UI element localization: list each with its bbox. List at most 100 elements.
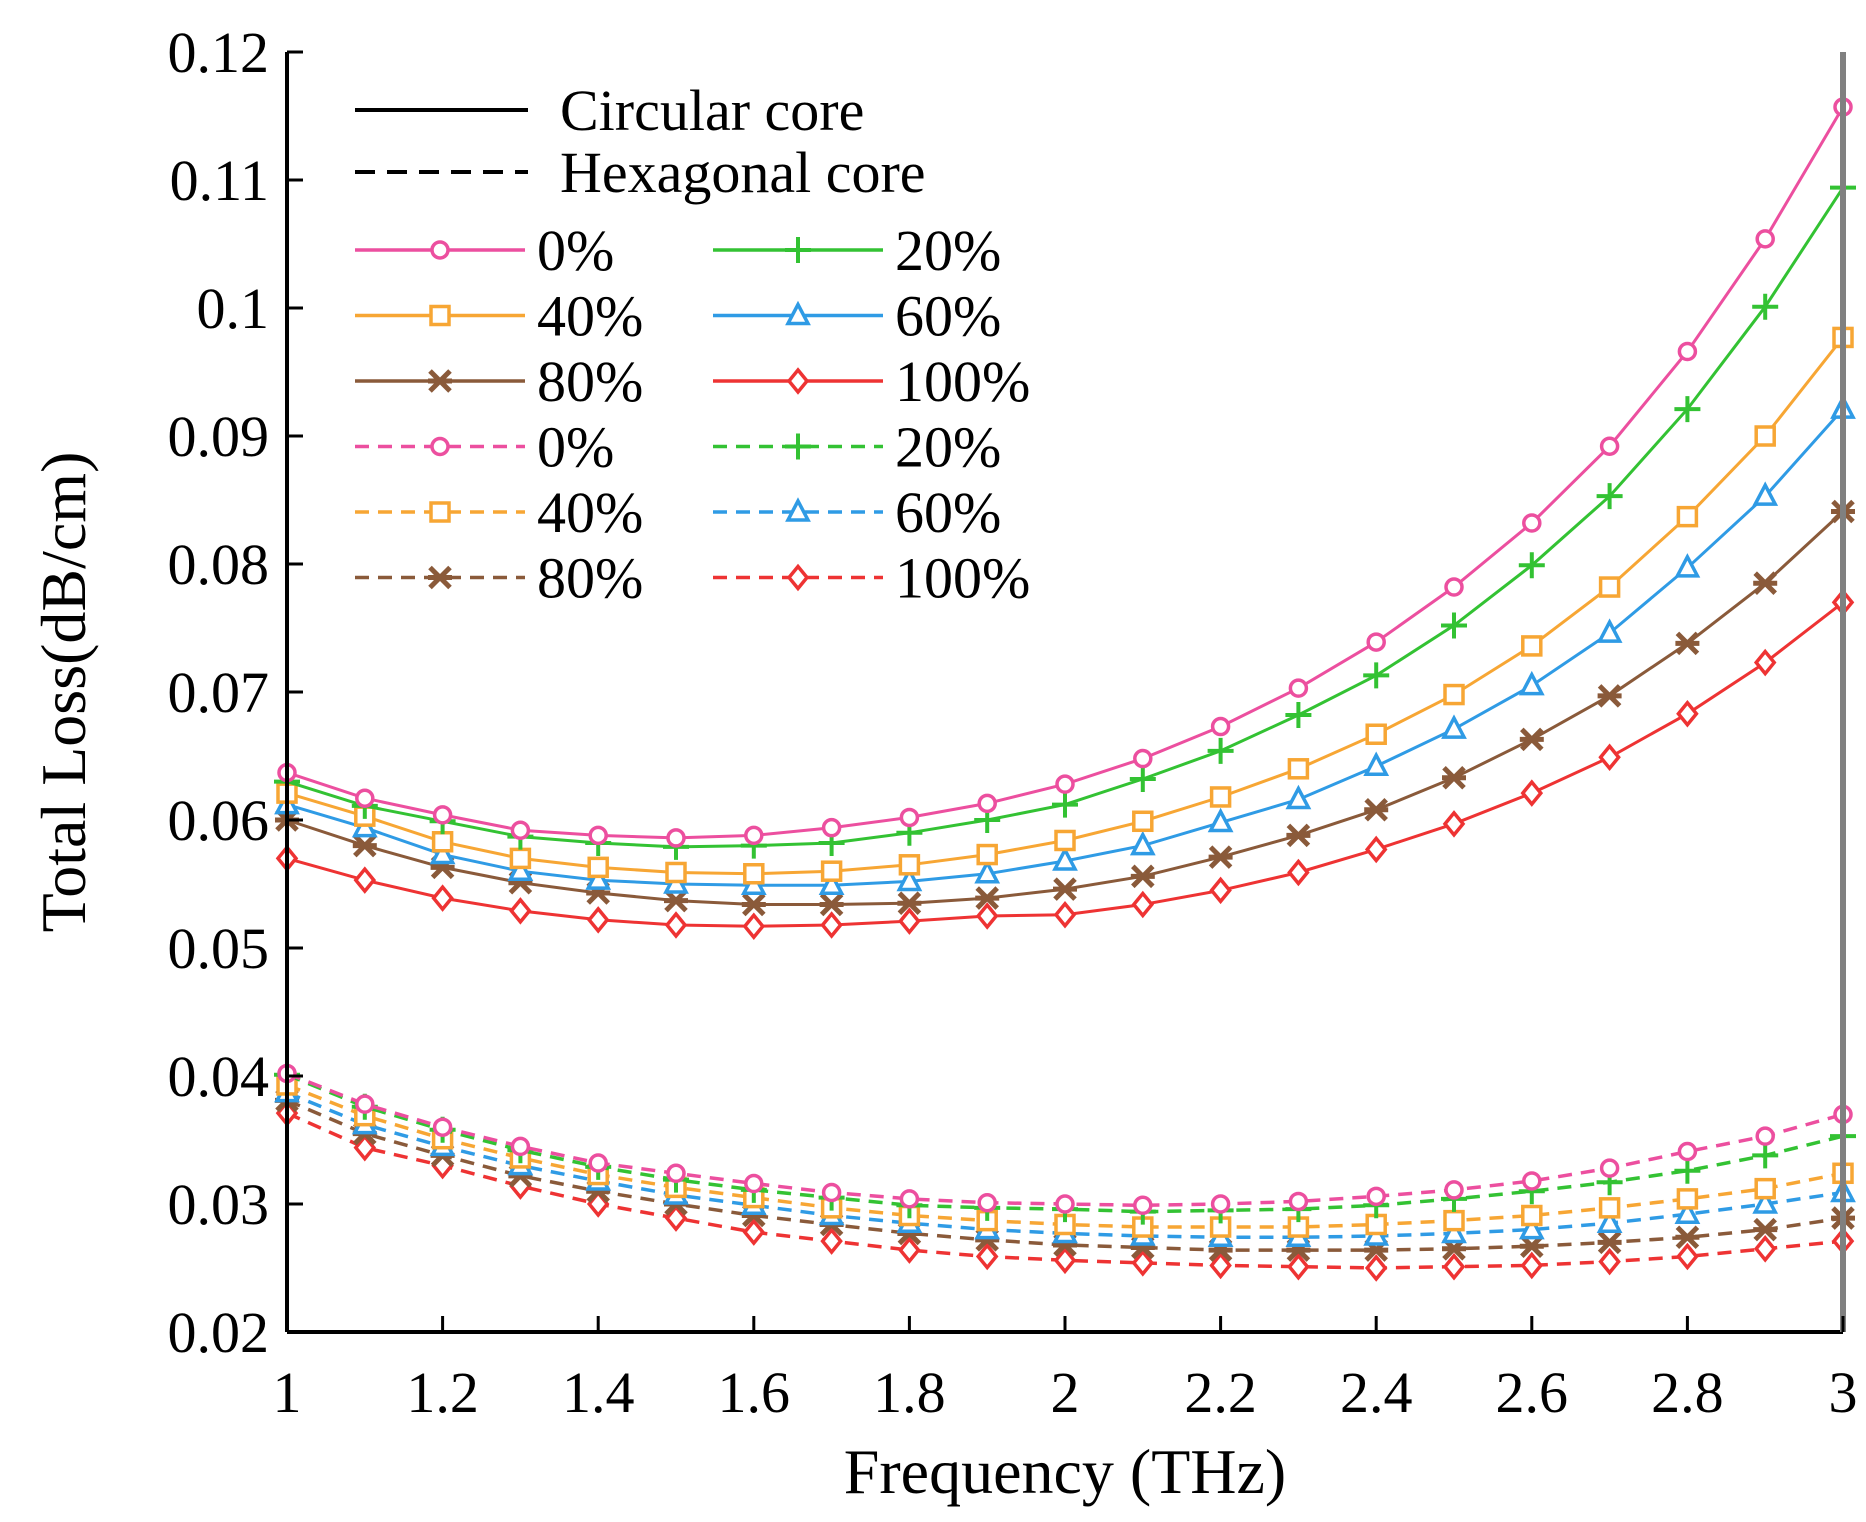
data-point bbox=[1521, 1204, 1543, 1227]
data-point bbox=[1522, 513, 1542, 533]
data-point bbox=[355, 788, 375, 808]
data-point bbox=[744, 825, 764, 846]
data-point bbox=[1207, 807, 1234, 833]
data-point bbox=[1363, 751, 1390, 776]
data-point bbox=[1674, 1157, 1701, 1184]
data-point bbox=[898, 1236, 921, 1264]
data-point bbox=[353, 866, 377, 894]
legend-entry: 0% bbox=[355, 415, 614, 480]
data-point bbox=[1752, 1142, 1779, 1169]
data-point bbox=[899, 1189, 920, 1209]
data-point bbox=[1285, 702, 1312, 729]
legend-entry: 40% bbox=[355, 480, 643, 545]
legend-entry: 80% bbox=[355, 546, 643, 611]
legend-entry: 60% bbox=[713, 284, 1001, 349]
series-hexagonal-100pct bbox=[275, 1099, 1855, 1282]
data-point bbox=[664, 911, 688, 939]
data-point bbox=[1364, 835, 1388, 864]
y-tick-label: 0.1 bbox=[197, 276, 270, 341]
data-point bbox=[588, 825, 608, 846]
data-point bbox=[1521, 635, 1543, 657]
data-point bbox=[743, 863, 765, 885]
data-point bbox=[1287, 758, 1310, 780]
data-point bbox=[510, 820, 531, 840]
legend-entry: 0% bbox=[355, 218, 614, 283]
data-point bbox=[1676, 505, 1699, 528]
data-point bbox=[1366, 632, 1386, 652]
data-point bbox=[821, 1182, 842, 1203]
legend-marker bbox=[785, 433, 811, 460]
data-point bbox=[1675, 1225, 1700, 1250]
data-point bbox=[1287, 858, 1310, 887]
data-point bbox=[1364, 1254, 1388, 1282]
y-tick-label: 0.11 bbox=[170, 148, 269, 213]
legend-label: 80% bbox=[537, 546, 643, 611]
series-circular-60pct bbox=[274, 394, 1856, 896]
data-point bbox=[1596, 618, 1623, 643]
data-point bbox=[1441, 1218, 1467, 1244]
x-tick-label: 1.6 bbox=[718, 1360, 791, 1425]
data-point bbox=[975, 1242, 999, 1271]
data-point bbox=[820, 1227, 843, 1255]
y-tick-label: 0.05 bbox=[168, 916, 270, 981]
data-point bbox=[1441, 714, 1467, 739]
data-point bbox=[898, 907, 921, 935]
legend-label: 0% bbox=[537, 218, 614, 283]
data-point bbox=[1055, 1194, 1075, 1214]
data-point bbox=[1130, 864, 1155, 889]
x-tick-label: 3 bbox=[1829, 1360, 1858, 1425]
data-point bbox=[977, 1192, 997, 1213]
data-point bbox=[1522, 1171, 1542, 1191]
x-tick-label: 2.6 bbox=[1496, 1360, 1569, 1425]
legend-marker bbox=[430, 436, 450, 457]
data-point bbox=[1676, 699, 1699, 728]
data-point bbox=[1753, 1235, 1777, 1263]
data-point bbox=[1520, 1251, 1544, 1280]
series-line bbox=[286, 106, 1845, 840]
x-tick-label: 2 bbox=[1051, 1360, 1080, 1425]
data-point bbox=[586, 906, 610, 934]
data-point bbox=[1131, 1249, 1155, 1277]
legend-marker bbox=[429, 501, 451, 523]
legend-marker bbox=[430, 240, 450, 260]
data-point bbox=[353, 1133, 377, 1162]
data-point bbox=[1287, 1252, 1310, 1281]
x-tick-label: 1.8 bbox=[873, 1360, 946, 1425]
data-point bbox=[509, 897, 532, 925]
legend-label: 20% bbox=[895, 415, 1001, 480]
data-point bbox=[1209, 1251, 1232, 1280]
data-point bbox=[975, 902, 999, 930]
data-point bbox=[1208, 845, 1233, 869]
data-point bbox=[429, 839, 456, 865]
data-point bbox=[821, 817, 842, 838]
data-point bbox=[1519, 727, 1544, 752]
data-point bbox=[1519, 1234, 1544, 1259]
data-point bbox=[1441, 612, 1467, 639]
data-point bbox=[976, 843, 998, 866]
data-point bbox=[1753, 1217, 1778, 1242]
data-point bbox=[432, 1117, 453, 1137]
tick-layer: 0.02 0.03 0.04 0.05 0.06 0.07 0.08 0.09 0.1 0.11 0… bbox=[168, 20, 1858, 1425]
data-point bbox=[666, 1163, 686, 1184]
data-point bbox=[1364, 797, 1389, 822]
series-circular-0pct bbox=[277, 97, 1853, 848]
data-point bbox=[1209, 786, 1232, 808]
legend-style-label: Hexagonal core bbox=[560, 140, 926, 205]
data-point bbox=[1366, 1186, 1386, 1207]
legend-marker bbox=[785, 237, 811, 263]
data-point bbox=[1598, 743, 1621, 772]
data-point bbox=[1131, 890, 1155, 919]
data-point bbox=[1288, 1191, 1309, 1212]
legend-marker bbox=[429, 304, 451, 327]
data-point bbox=[818, 870, 845, 896]
data-point bbox=[1132, 810, 1154, 833]
data-point bbox=[1597, 1230, 1622, 1255]
data-point bbox=[1210, 716, 1231, 737]
legend-entry: 20% bbox=[713, 415, 1001, 480]
data-point bbox=[974, 859, 1001, 884]
data-point bbox=[1133, 1195, 1153, 1216]
data-point bbox=[1442, 810, 1466, 838]
legend-label: 40% bbox=[537, 480, 643, 545]
data-point bbox=[1444, 1180, 1464, 1200]
